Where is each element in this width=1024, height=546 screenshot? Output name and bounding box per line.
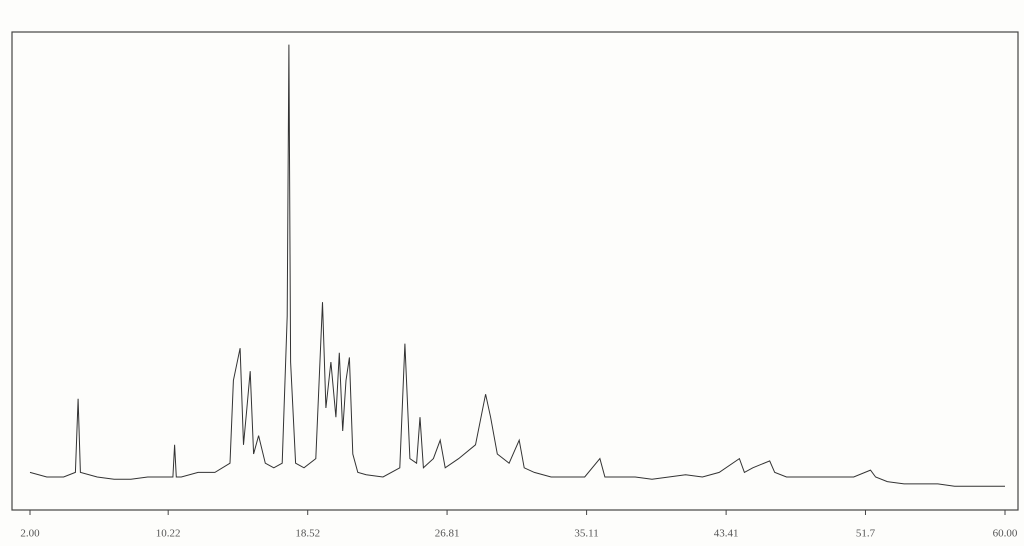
x-tick-label: 51.7	[856, 528, 876, 540]
x-tick-label: 18.52	[295, 528, 320, 540]
x-tick-label: 10.22	[156, 528, 181, 540]
x-tick-label: 60.00	[993, 528, 1018, 540]
x-tick-label: 2.00	[20, 528, 40, 540]
plot-frame	[11, 31, 1019, 511]
chromatogram-trace	[29, 44, 1005, 487]
x-tick-label: 26.81	[435, 528, 460, 540]
x-tick-label: 35.11	[574, 528, 598, 540]
x-tick-label: 43.41	[714, 528, 739, 540]
